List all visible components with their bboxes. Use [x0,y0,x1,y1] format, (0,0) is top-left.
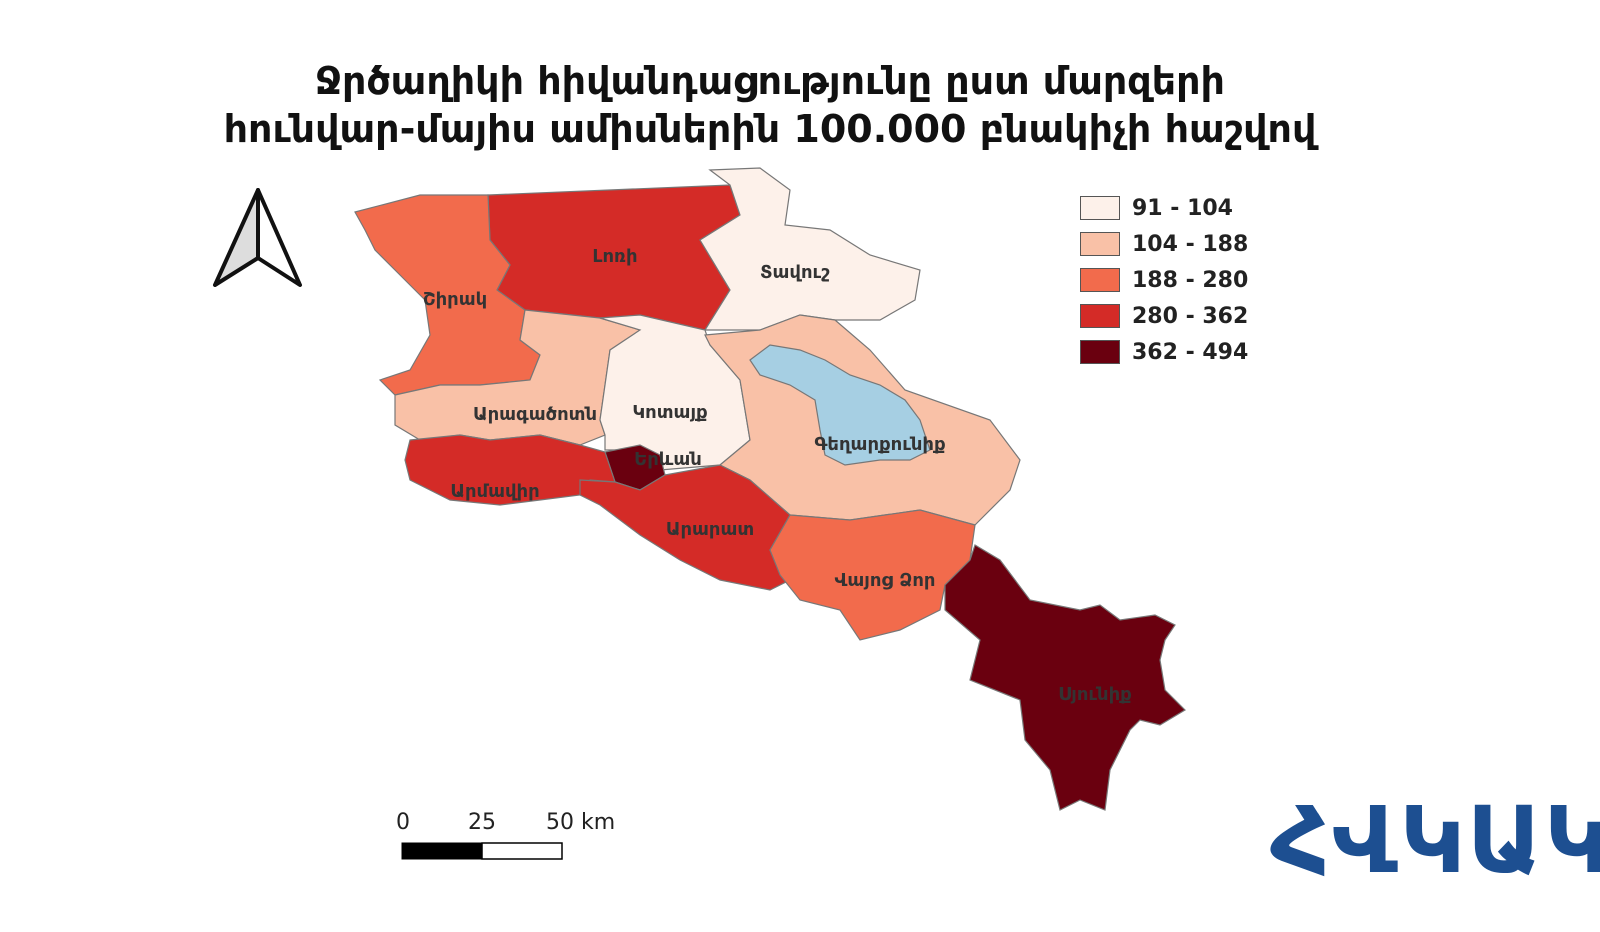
legend-item: 91 - 104 [1080,190,1248,226]
legend-label: 104 - 188 [1132,231,1249,257]
region-label: Տավուշ [760,262,830,283]
region-label: Երևան [634,449,702,470]
region-10 [944,544,1186,811]
region-label: Արագածոտն [473,404,597,425]
scale-label-25: 25 [468,810,496,835]
region-label: Կոտայք [632,402,707,423]
region-label: Շիրակ [423,289,487,310]
north-arrow-icon [213,188,302,287]
region-label: Սյունիք [1058,684,1132,705]
region-label: Վայոց Ձոր [835,570,936,591]
legend-item: 104 - 188 [1080,226,1248,262]
lake-sevan [749,344,931,466]
legend-item: 280 - 362 [1080,298,1248,334]
legend-item: 362 - 494 [1080,334,1248,370]
map-title-line2: հունվար-մայիս ամիսներին 100.000 բնակիչի … [223,107,1317,151]
legend-item: 188 - 280 [1080,262,1248,298]
legend: 91 - 104 104 - 188 188 - 280 280 - 362 3… [1080,190,1248,370]
logo: ՀՎԿԱԿ [1270,787,1600,894]
region-label: Գեղարքունիք [814,434,945,455]
legend-label: 91 - 104 [1132,195,1233,221]
region-label: Արմավիր [450,481,539,502]
legend-label: 280 - 362 [1132,303,1249,329]
region-1 [699,167,921,331]
legend-label: 362 - 494 [1132,339,1249,365]
region-label: Լոռի [592,246,637,267]
legend-label: 188 - 280 [1132,267,1249,293]
region-label: Արարատ [666,519,754,540]
scale-label-50: 50 km [546,810,616,835]
map-title-line1: Ջրծաղիկի հիվանդացությունը ըստ մարզերի [315,59,1225,103]
scale-label-0: 0 [396,810,410,835]
region-9 [769,509,976,641]
scale-bar [401,842,563,860]
